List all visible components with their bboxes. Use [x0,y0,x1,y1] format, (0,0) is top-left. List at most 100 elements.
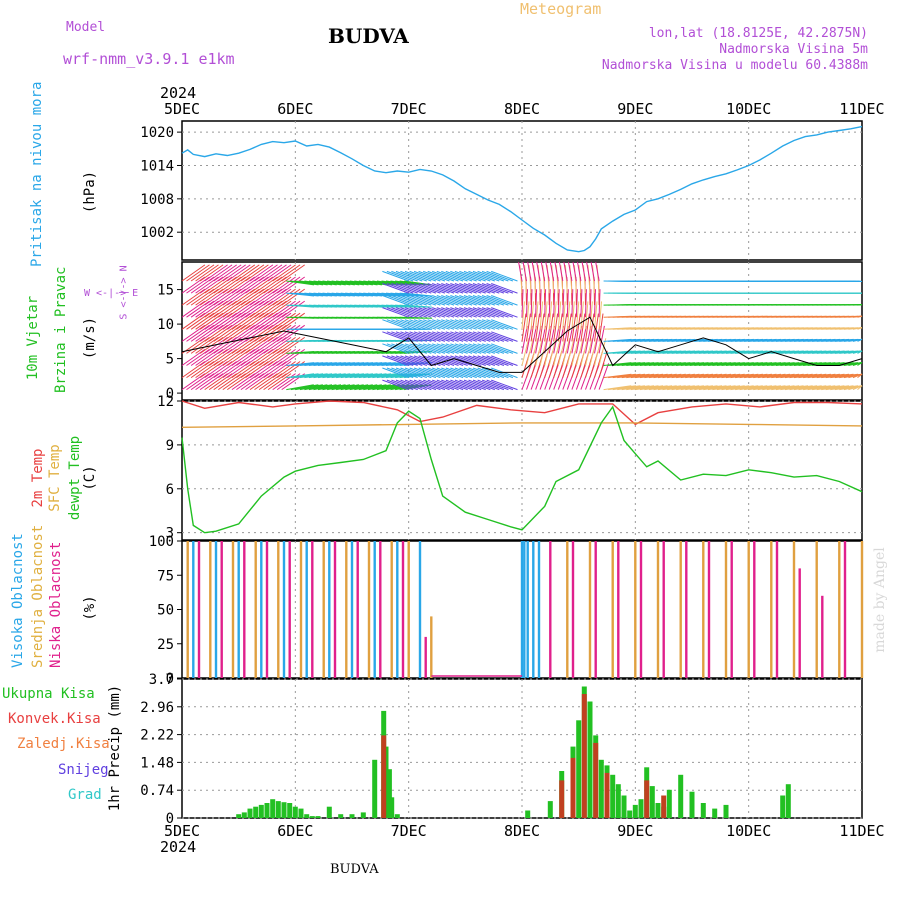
wind-barb [272,288,296,306]
wind-barb [249,361,274,379]
wind-barb [245,264,269,282]
wind-barb [539,301,544,330]
wind-barb [427,307,455,318]
wind-barb [427,343,455,354]
time-tick-label-bottom: 8DEC [504,822,540,840]
precip-bar [785,784,791,818]
wind-barb [254,288,278,306]
pressure-ytick-label: 1008 [140,192,174,208]
wind-barb [404,292,433,297]
precip-bar [723,804,729,818]
wind-barb [762,373,791,379]
wind-barb [245,312,269,330]
wind-barb [272,336,296,354]
wind-barb [345,373,373,379]
wind-barb [208,300,233,318]
wind-barb [432,319,459,330]
time-tick-label-bottom: 6DEC [277,822,313,840]
precip-bar [615,784,621,818]
wind-barb [413,331,441,342]
wind-barb [231,288,256,306]
precipitation-ytick-label: 3.7 [149,672,174,688]
cloud-ytick-label: 25 [157,637,174,653]
wind-barb [199,348,224,366]
wind-barb [208,373,233,391]
wind-barb [441,307,468,318]
wind-barb [222,312,246,330]
wind-barb [662,373,691,379]
wind-barb [181,276,206,294]
wind-barb [409,367,437,379]
temperature-panel-frame [181,400,863,541]
wind-barb [595,261,600,282]
precip-bar [360,812,366,818]
wind-barb [181,348,206,366]
wind-barb [472,355,500,366]
precip-bar [604,772,610,818]
wind-barb [222,361,246,379]
cloud-ytick-label: 75 [157,568,174,584]
wind-barb [363,280,392,286]
wind-barb [459,331,486,342]
wind-barb [657,385,686,391]
station-title: BUDVA [328,24,409,48]
wind-barb [409,270,437,282]
precip-bar [689,791,695,818]
wind-barb [236,288,260,306]
wind-barb [598,363,610,390]
wind-barb [812,385,840,391]
wind-barb [181,288,206,306]
precip-bar [281,802,287,818]
wind-barb [190,324,215,342]
wind-barb [263,336,287,354]
wind-barb [450,331,477,342]
time-tick-label-top: 6DEC [277,100,313,118]
wind-barb [441,367,468,379]
wind-barb [662,385,691,391]
wind-barb [432,307,459,318]
model-elevation-label: Nadmorska Visina u modelu 60.4388m [601,58,868,73]
wind-barb [395,295,423,306]
precip-bar [258,804,264,818]
wind-barb [857,373,863,378]
wind-barb [317,373,346,379]
wind-barb [385,384,414,391]
wind-barb [267,373,292,391]
wind-barb [286,384,314,391]
wind-barb [594,289,596,318]
wind-barb [789,373,818,379]
wind-barb [386,319,414,330]
wind-barb [825,373,854,379]
cloud-bar [662,541,665,678]
wind-barb [400,270,427,282]
precip-bar [576,720,582,818]
wind-barb [382,295,409,306]
wind-barb [400,331,427,342]
wind-barb [267,300,292,318]
wind-barb [195,348,219,366]
wind-barb [195,276,219,294]
cloud-bar [260,541,263,678]
cloud-bar [730,541,733,678]
wind-barb [423,307,450,318]
wind-barb [450,343,477,354]
cloud-bar [407,541,410,678]
wind-barb [486,343,514,354]
wind-barb [263,288,287,306]
wind-barb [436,355,464,366]
wind-barb [784,373,813,379]
elevation-label: Nadmorska Visina 5m [719,42,868,57]
wind-barb [322,373,351,379]
wind-barb [816,385,845,391]
wind-barb [445,283,473,294]
wind-barb [218,312,242,330]
precip-hail-legend: Grad [68,787,102,803]
wind-barb [535,301,539,330]
wind-barb [286,280,315,286]
wind-barb [427,367,455,379]
wind-barb [340,373,369,379]
wind-barb [577,261,582,282]
wind-barb [272,348,296,366]
precip-bar [700,803,706,818]
wind-barb [349,280,378,286]
